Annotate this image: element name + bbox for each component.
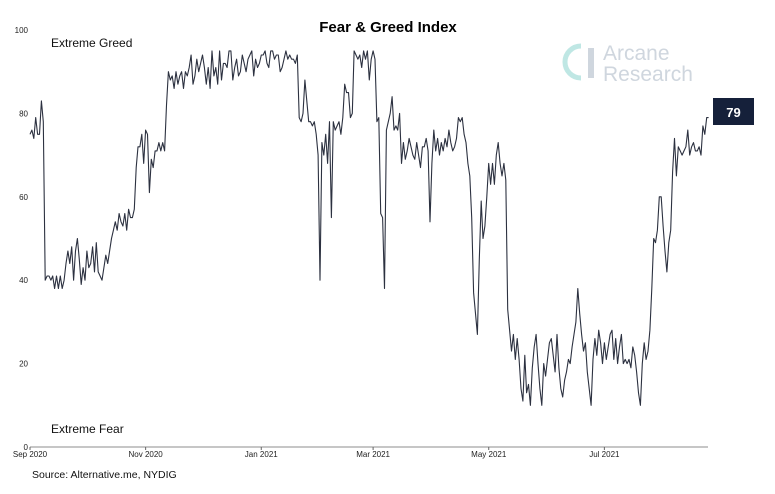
source-note: Source: Alternative.me, NYDIG bbox=[32, 469, 177, 481]
arcane-research-logo: Arcane Research bbox=[562, 42, 693, 86]
last-value-badge: 79 bbox=[713, 98, 754, 125]
series-line bbox=[29, 50, 709, 406]
x-tick-label: Jan 2021 bbox=[245, 450, 278, 459]
logo-line1: Arcane bbox=[603, 42, 670, 65]
x-tick-label: Mar 2021 bbox=[356, 450, 390, 459]
x-tick-label: Jul 2021 bbox=[589, 450, 620, 459]
logo-ring-icon bbox=[562, 43, 582, 81]
logo-line2: Research bbox=[603, 63, 693, 86]
x-tick-label: Nov 2020 bbox=[129, 450, 164, 459]
logo-bar-icon bbox=[588, 48, 594, 78]
last-value-text: 79 bbox=[726, 105, 740, 120]
y-tick-label: 60 bbox=[19, 193, 28, 202]
chart-title: Fear & Greed Index bbox=[319, 19, 457, 36]
last-value-box bbox=[713, 98, 754, 125]
y-tick-label: 80 bbox=[19, 109, 28, 118]
y-tick-label: 20 bbox=[19, 360, 28, 369]
extreme-fear-label: Extreme Fear bbox=[51, 422, 124, 436]
x-axis-ticks: Sep 2020 Nov 2020 Jan 2021 Mar 2021 May 2021… bbox=[13, 447, 620, 459]
y-axis-ticks: 0 20 40 60 80 100 bbox=[15, 26, 29, 452]
x-tick-label: Sep 2020 bbox=[13, 450, 48, 459]
x-tick-label: May 2021 bbox=[471, 450, 507, 459]
extreme-greed-label: Extreme Greed bbox=[51, 36, 132, 50]
y-tick-label: 100 bbox=[15, 26, 29, 35]
y-tick-label: 0 bbox=[24, 443, 29, 452]
y-tick-label: 40 bbox=[19, 276, 28, 285]
